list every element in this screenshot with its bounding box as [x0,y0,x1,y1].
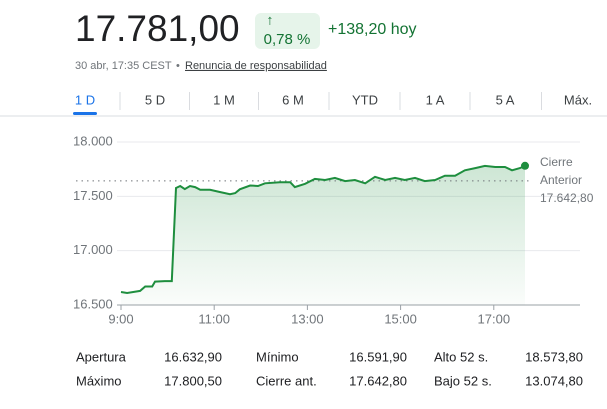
area [121,165,525,305]
tab[interactable]: 1 A [426,92,445,107]
y-tick-label: 18.000 [73,133,113,148]
tab[interactable]: Máx. [564,92,592,107]
stat-value: 17.642,80 [349,373,407,388]
stat-value: 13.074,80 [525,373,583,388]
x-tick-label: 11:00 [198,311,230,326]
tab[interactable]: 5 D [145,92,165,107]
stat-value: 16.632,90 [164,349,222,364]
price: 17.781,00 [75,8,240,49]
y-tick-label: 17.000 [73,242,113,257]
y-tick-label: 17.500 [73,188,113,203]
change-arrow: ↑ [267,12,274,28]
stat-value: 16.591,90 [349,349,407,364]
tab[interactable]: 5 A [496,92,515,107]
reference-label: Cierre [540,155,573,169]
change-badge [255,13,320,49]
x-tick-label: 9:00 [108,311,133,326]
tab[interactable]: 1 M [213,92,235,107]
reference-label: Anterior [540,173,582,187]
stat-label: Bajo 52 s. [434,373,492,388]
tab[interactable]: YTD [352,92,378,107]
reference-value-label: 17.642,80 [540,191,594,205]
stat-label: Apertura [76,349,127,364]
change-abs: +138,20 hoy [328,21,417,38]
stat-label: Cierre ant. [256,373,317,388]
x-tick-label: 13:00 [291,311,324,326]
stat-label: Máximo [76,373,122,388]
stat-label: Mínimo [256,349,299,364]
y-tick-label: 16.500 [73,296,113,311]
stat-value: 17.800,50 [164,373,222,388]
x-tick-label: 17:00 [478,311,511,326]
disclaimer-link[interactable]: Renuncia de responsabilidad [185,60,327,72]
tab-underline [73,112,97,115]
stat-value: 18.573,80 [525,349,583,364]
stat-label: Alto 52 s. [434,349,488,364]
tab[interactable]: 1 D [75,92,95,107]
x-tick-label: 15:00 [384,311,417,326]
timestamp: 30 abr, 17:35 CEST [75,60,172,72]
tab[interactable]: 6 M [282,92,304,107]
change-percent: 0,78 % [264,31,311,48]
separator: • [176,60,180,72]
price-line [120,164,526,295]
last-point [521,161,530,170]
